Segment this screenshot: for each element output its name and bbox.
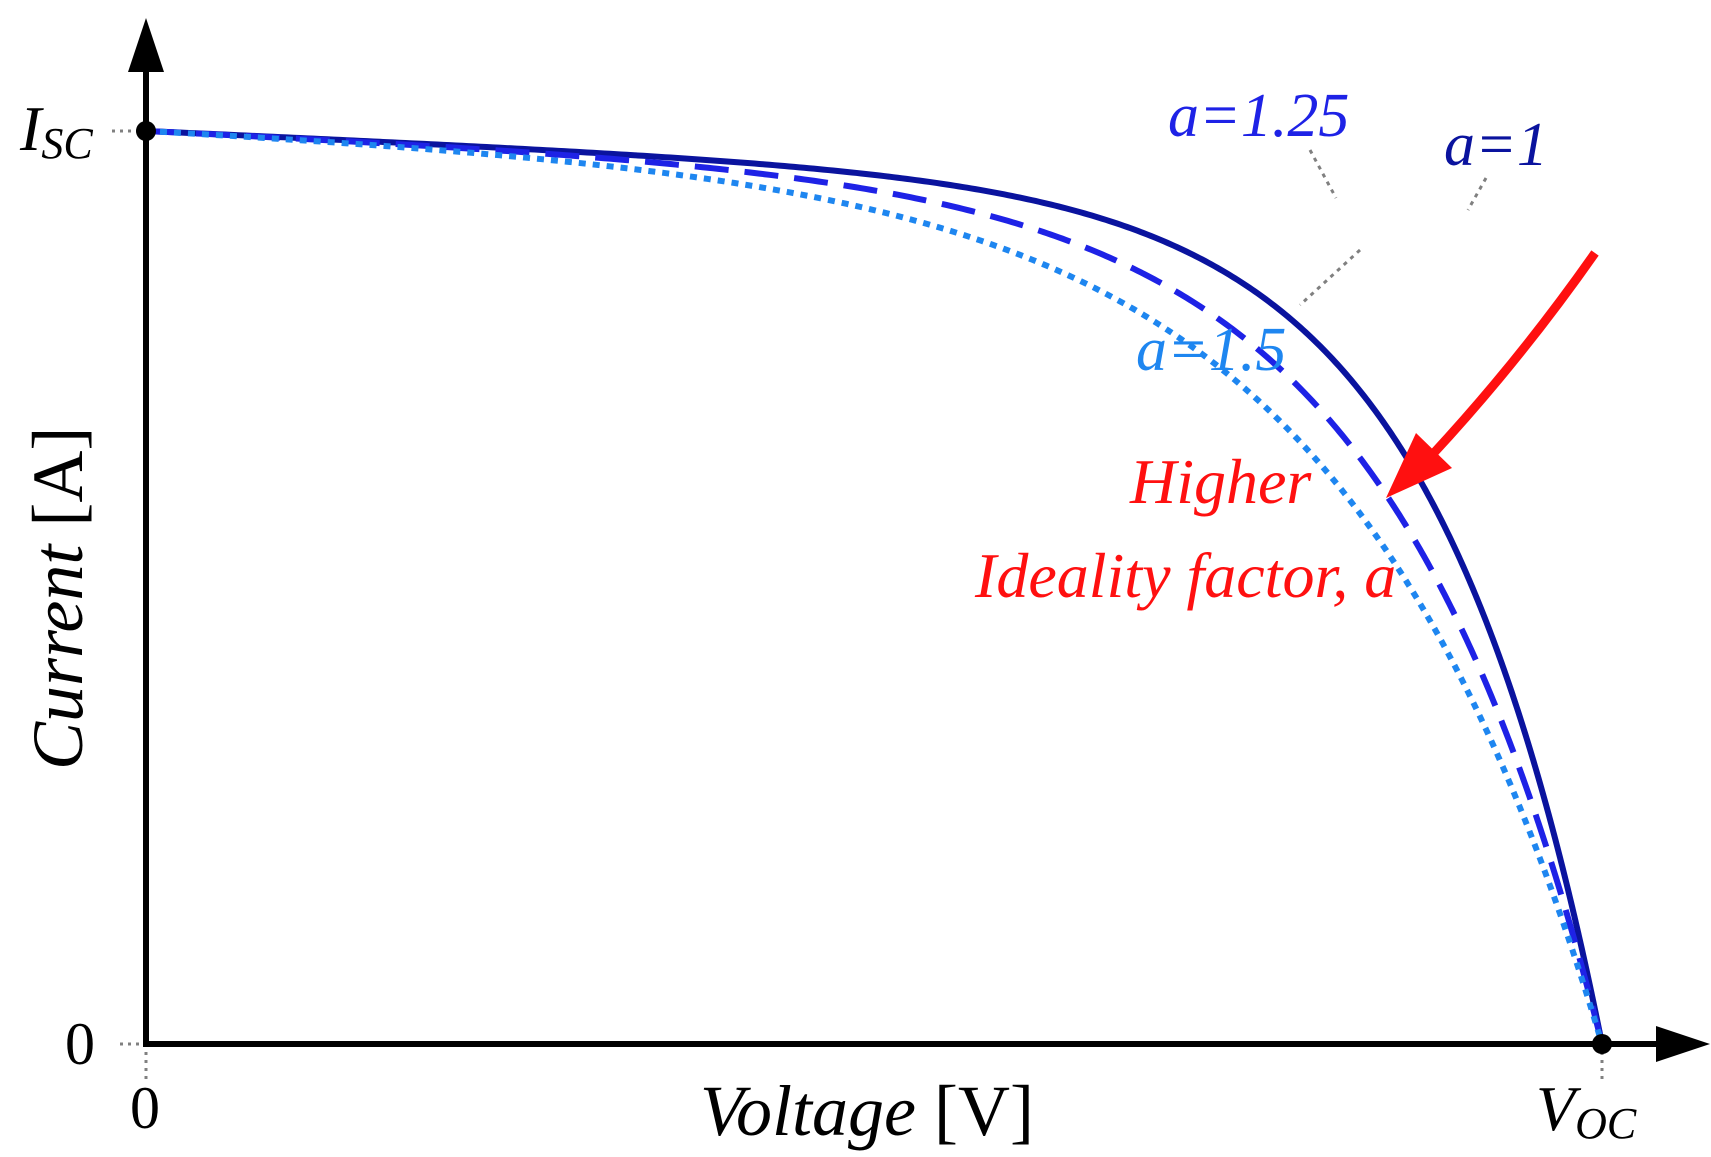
y-tick-isc-sub: SC [41,119,93,168]
leader-a1 [1466,177,1488,211]
annotation-line2: Ideality factor, a [974,540,1396,611]
x-axis-title: Voltage [V] [700,1071,1034,1151]
isc-point [136,121,156,141]
series-label-a1: a=1 [1444,111,1548,179]
x-tick-voc-sub: OC [1575,1099,1637,1148]
y-axis-title-italic: Current [18,543,98,770]
curve-a-1-5 [145,128,1605,1047]
trend-arrow [1386,250,1599,498]
y-axis-title: Current [A] [18,427,98,770]
annotation-line1: Higher [1129,446,1312,517]
x-tick-zero: 0 [130,1075,160,1141]
y-axis-title-unit: [A] [18,427,98,527]
y-axis-arrowhead [128,18,164,72]
series-label-a15: a=1.5 [1136,316,1286,384]
x-tick-voc: VOC [1536,1073,1637,1148]
voc-point [1592,1034,1612,1054]
leader-a125 [1308,149,1338,199]
x-axis-title-italic: Voltage [700,1071,916,1151]
x-tick-voc-main: V [1536,1073,1582,1144]
series-label-a125: a=1.25 [1168,82,1349,150]
trend-arrow-shaft [1428,250,1599,459]
y-tick-zero: 0 [65,1011,95,1077]
x-axis-title-unit: [V] [934,1071,1034,1151]
leader-a15 [1298,248,1362,307]
trend-arrow-head [1386,433,1452,498]
axes [128,18,1710,1062]
y-tick-isc-main: I [19,93,44,164]
tick-guides [112,129,1604,1082]
curve-a-1-25 [145,128,1605,1047]
x-axis-arrowhead [1656,1026,1710,1062]
label-leaders [1298,149,1488,307]
y-tick-isc: ISC [19,93,93,168]
